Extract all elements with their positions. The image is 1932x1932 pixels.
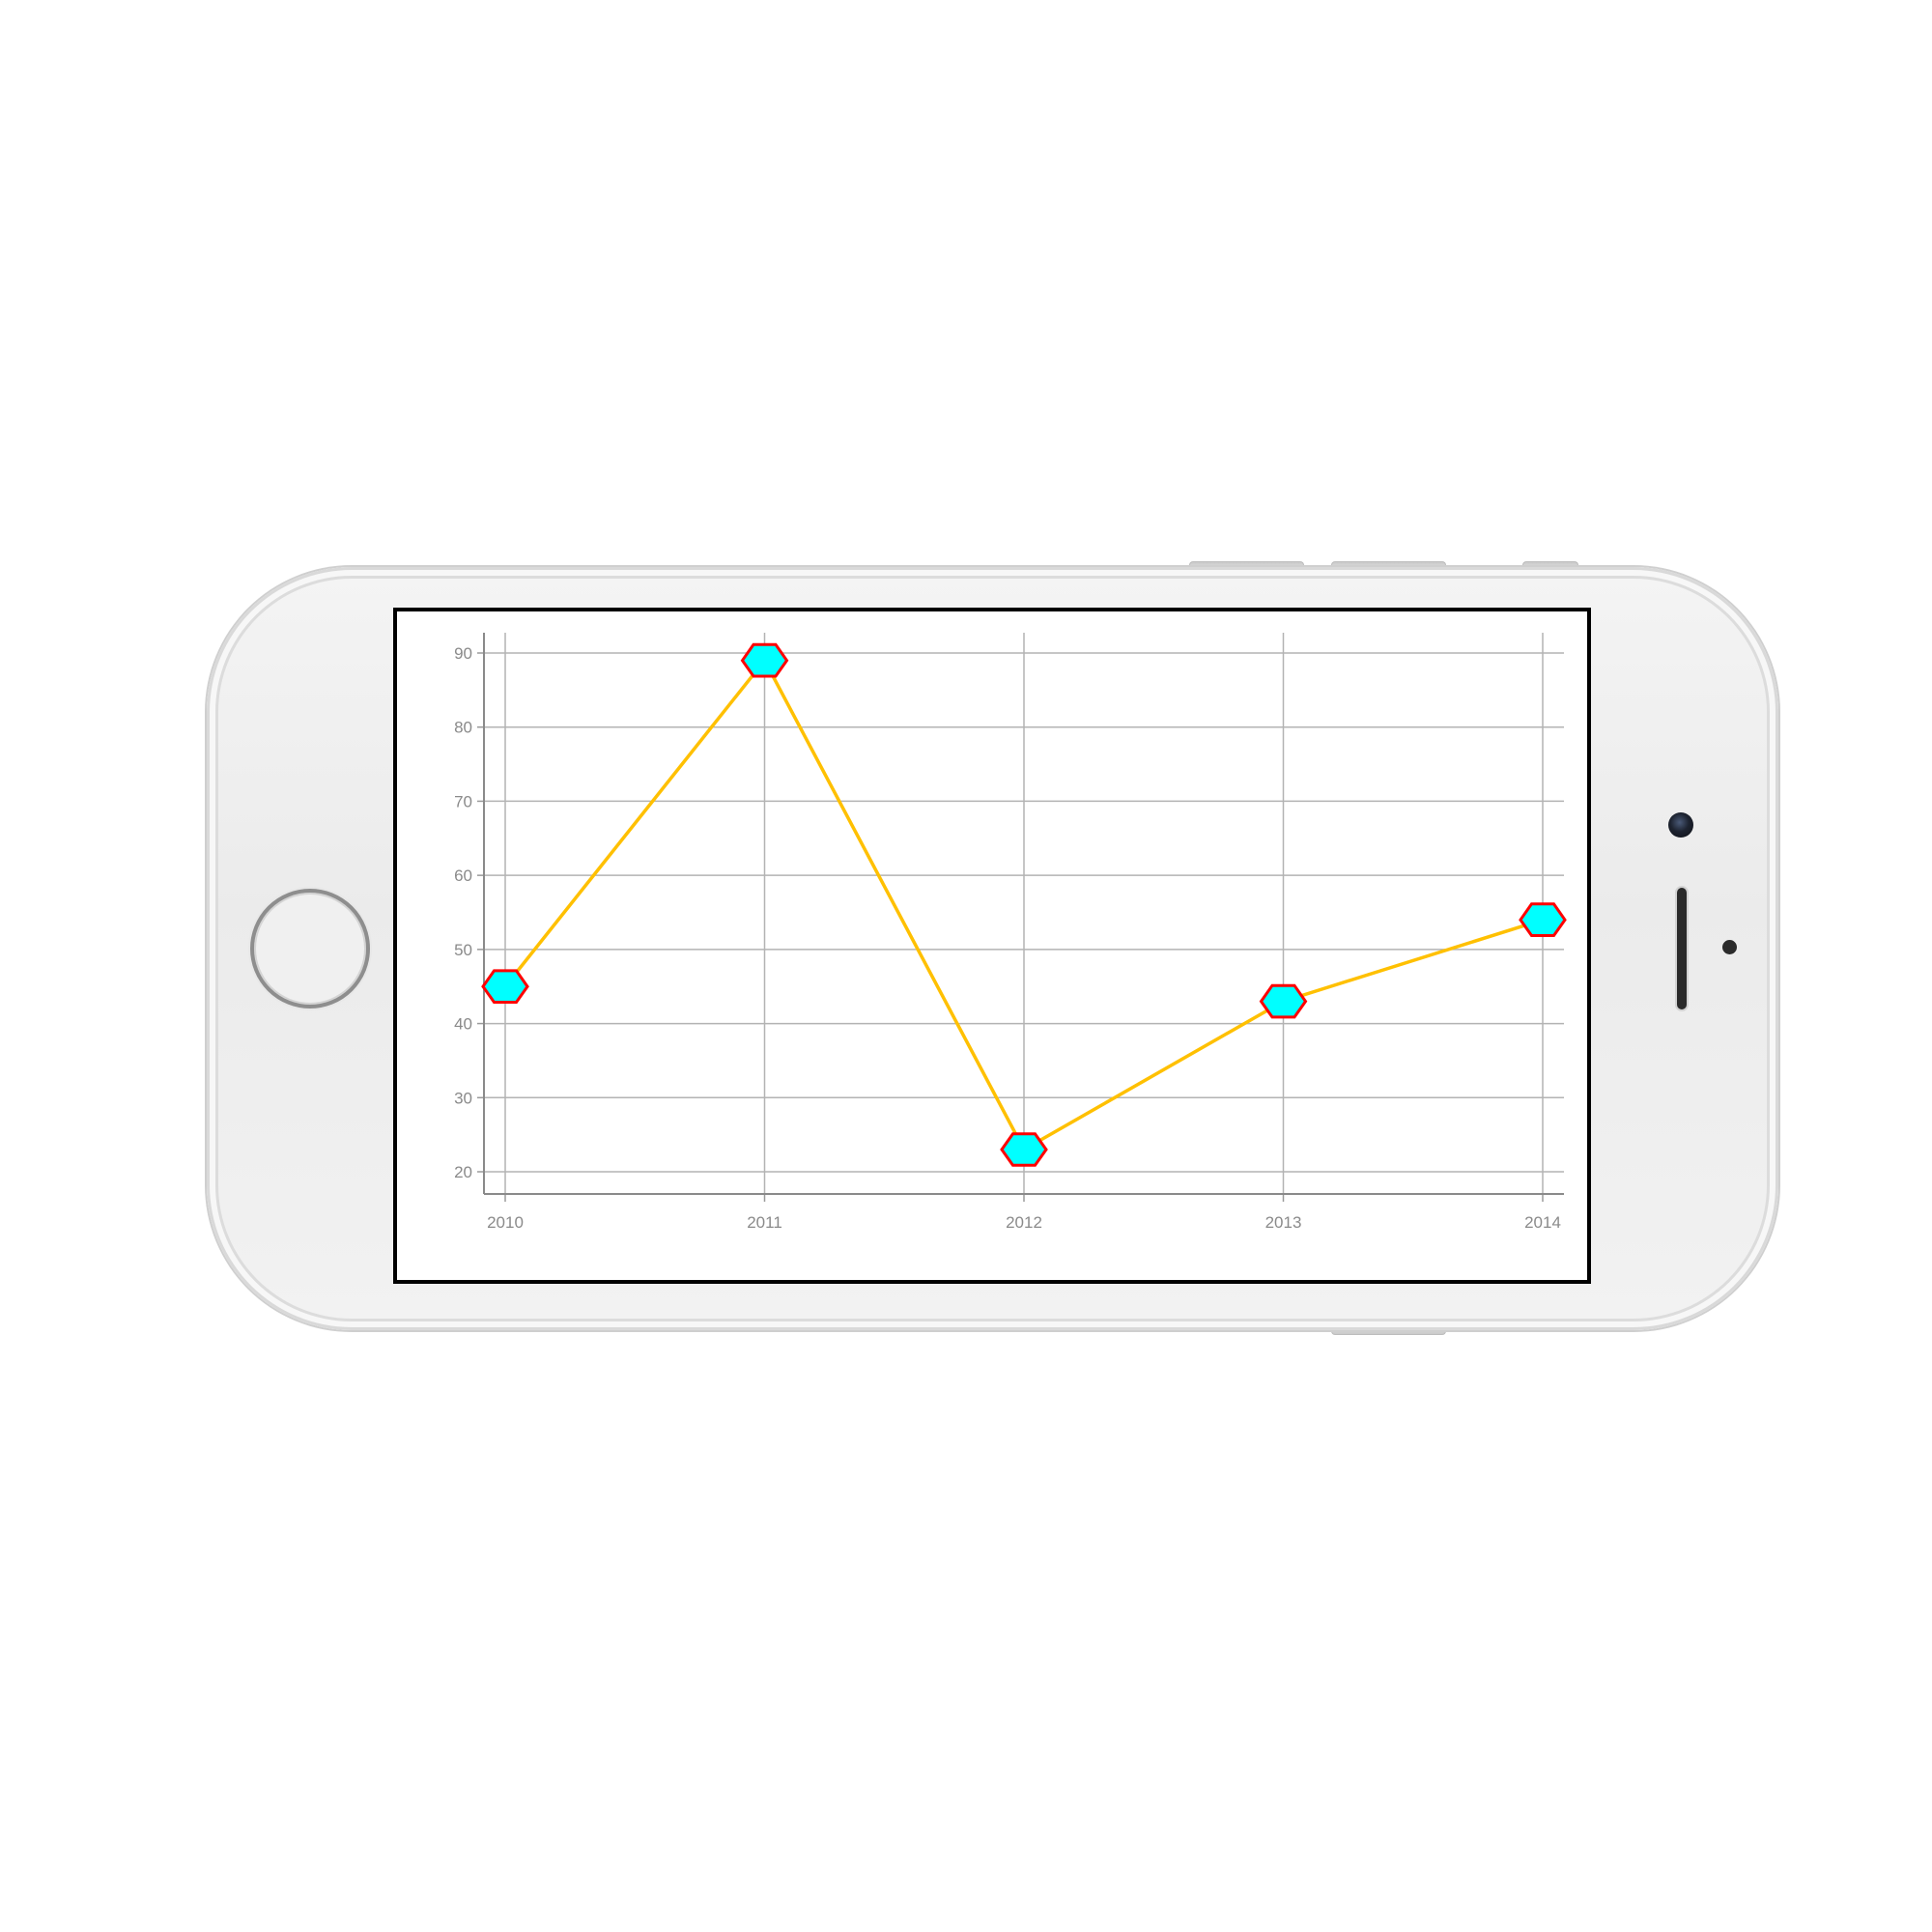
x-tick-label: 2011 <box>747 1213 782 1232</box>
data-point-marker[interactable] <box>481 969 529 1004</box>
home-button[interactable] <box>250 889 370 1009</box>
y-tick-label: 20 <box>454 1163 472 1181</box>
power-button <box>1331 1326 1446 1335</box>
y-tick-label: 30 <box>454 1089 472 1107</box>
volume-down-button <box>1331 561 1446 570</box>
front-camera-icon <box>1668 812 1693 838</box>
x-tick-label: 2013 <box>1265 1213 1302 1232</box>
earpiece-speaker <box>1677 888 1687 1009</box>
series-markers <box>481 642 1567 1167</box>
y-tick-label: 60 <box>454 867 472 885</box>
proximity-sensor <box>1722 940 1737 954</box>
data-point-marker[interactable] <box>1259 983 1308 1019</box>
y-tick-label: 40 <box>454 1015 472 1034</box>
x-axis-tick-labels: 2010 2011 2012 2013 2014 <box>487 1213 1561 1232</box>
x-tick-label: 2012 <box>1006 1213 1042 1232</box>
x-tick-label: 2014 <box>1524 1213 1561 1232</box>
y-tick-label: 70 <box>454 792 472 810</box>
data-point-marker[interactable] <box>1519 902 1567 937</box>
y-tick-label: 50 <box>454 941 472 959</box>
grid-lines <box>484 633 1564 1194</box>
y-axis-tick-labels: 20 30 40 50 60 70 80 90 <box>454 644 472 1181</box>
volume-up-button <box>1189 561 1304 570</box>
line-chart: 20 30 40 50 60 70 80 90 2010 2011 2012 2013 2014 <box>454 633 1567 1232</box>
mute-switch <box>1522 561 1578 570</box>
data-point-marker[interactable] <box>740 642 789 678</box>
chart-axes <box>477 633 1564 1202</box>
y-tick-label: 90 <box>454 644 472 663</box>
data-point-marker[interactable] <box>1000 1132 1048 1167</box>
y-tick-label: 80 <box>454 719 472 737</box>
x-tick-label: 2010 <box>487 1213 524 1232</box>
